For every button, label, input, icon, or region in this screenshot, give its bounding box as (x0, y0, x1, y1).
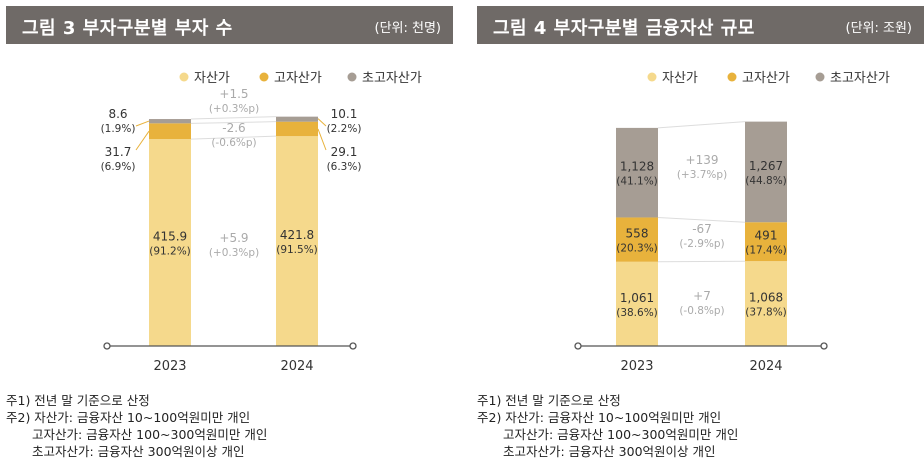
legend-marker-high-asset (727, 72, 737, 82)
bar-segment-ultra-asset-2023 (616, 127, 658, 218)
legend-label-asset: 자산가 (194, 71, 230, 86)
bar-segment-asset-2024 (276, 136, 318, 346)
change-label-ultra: +1.5 (+0.3%p) (209, 87, 259, 115)
bar-segment-ultra-asset-2024 (745, 121, 787, 223)
footnote-1: 주1) 전년 말 기준으로 산정 (6, 393, 150, 408)
unit-label: (단위: 조원) (845, 21, 913, 36)
x-tick-label: 2023 (620, 359, 653, 374)
bar-segment-high-asset-2024 (276, 121, 318, 137)
chart-title: 그림 3 부자구분별 부자 수 (22, 18, 233, 39)
data-label-asset-2024: 421.8 (91.5%) (276, 228, 318, 256)
footnotes: 주1) 전년 말 기준으로 산정 주2) 자산가: 금융자산 10~100억원미… (6, 392, 267, 460)
footnote-3: 고자산가: 금융자산 100~300억원미만 개인 (32, 427, 268, 442)
bar-segment-high-asset-2023 (149, 123, 191, 140)
bar-segment-asset-2023 (616, 261, 658, 346)
leader-line (317, 128, 327, 151)
chart-panel-assets: 그림 4 부자구분별 금융자산 규모 (단위: 조원) 자산가 고자산가 초고자산가… (477, 0, 924, 467)
chart-title-bar: 그림 3 부자구분별 부자 수 (단위: 천명) (6, 6, 453, 44)
legend-marker-asset (647, 72, 657, 82)
bar-segment-ultra-asset-2024 (276, 116, 318, 122)
connector-line (657, 260, 746, 263)
data-label-high-asset-2024: 491 (17.4%) (745, 229, 787, 257)
chart-panel-people: 그림 3 부자구분별 부자 수 (단위: 천명) 자산가 고자산가 초고자산가 202… (6, 0, 453, 467)
axis-end-dot (103, 342, 111, 350)
legend-label-asset: 자산가 (662, 71, 698, 86)
leader-line (135, 120, 150, 127)
axis-end-dot (574, 342, 582, 350)
change-label-high: -2.6 (-0.6%p) (211, 121, 256, 149)
footnote-3: 고자산가: 금융자산 100~300억원미만 개인 (503, 427, 739, 442)
footnotes: 주1) 전년 말 기준으로 산정 주2) 자산가: 금융자산 10~100억원미… (477, 392, 738, 460)
stacked-bar-chart-assets: 자산가 고자산가 초고자산가 2023 1,061 (38.6%) 558 (20.3%) 1,… (574, 71, 890, 374)
change-label-ultra: +139 (+3.7%p) (677, 153, 727, 181)
footnote-4: 초고자산가: 금융자산 300억원이상 개인 (503, 444, 716, 459)
legend-marker-high-asset (259, 72, 269, 82)
connector-line (190, 135, 277, 140)
change-label-asset: +5.9 (+0.3%p) (209, 231, 259, 259)
data-label-ultra-2024: 10.1 (2.2%) (327, 107, 362, 135)
connector-line (657, 216, 746, 223)
bar-segment-high-asset-2024 (745, 222, 787, 262)
footnote-2: 주2) 자산가: 금융자산 10~100억원미만 개인 (477, 410, 722, 425)
change-label-high: -67 (-2.9%p) (679, 222, 724, 250)
connector-line (190, 116, 277, 120)
stacked-bar-chart-people: 자산가 고자산가 초고자산가 2023 415.9 (91.2%) 2024 421.8 (91… (101, 71, 422, 374)
x-tick-label: 2023 (153, 359, 186, 374)
leader-line (317, 118, 327, 127)
chart-title-bar: 그림 4 부자구분별 금융자산 규모 (단위: 조원) (477, 6, 924, 44)
bar-segment-asset-2023 (149, 139, 191, 346)
bar-segment-high-asset-2023 (616, 217, 658, 262)
chart-title: 그림 4 부자구분별 금융자산 규모 (493, 18, 755, 39)
change-label-asset: +7 (-0.8%p) (679, 289, 724, 317)
data-label-ultra-asset-2023: 1,128 (41.1%) (616, 160, 658, 188)
bar-segment-asset-2024 (745, 261, 787, 346)
footnote-1: 주1) 전년 말 기준으로 산정 (477, 393, 621, 408)
legend-label-high-asset: 고자산가 (274, 71, 322, 86)
legend-marker-asset (179, 72, 189, 82)
data-label-ultra-2023: 8.6 (1.9%) (101, 107, 136, 135)
legend-label-ultra-asset: 초고자산가 (362, 71, 422, 86)
connector-line (657, 121, 746, 129)
footnote-2: 주2) 자산가: 금융자산 10~100억원미만 개인 (6, 410, 251, 425)
legend-label-high-asset: 고자산가 (742, 71, 790, 86)
x-tick-label: 2024 (280, 359, 313, 374)
legend-label-ultra-asset: 초고자산가 (830, 71, 890, 86)
x-tick-label: 2024 (749, 359, 782, 374)
leader-line (135, 130, 150, 151)
legend-marker-ultra-asset (815, 72, 825, 82)
data-label-high-asset-2023: 558 (20.3%) (616, 227, 658, 255)
data-label-asset-2023: 1,061 (38.6%) (616, 291, 658, 319)
data-label-ultra-asset-2024: 1,267 (44.8%) (745, 159, 787, 187)
axis-end-dot (349, 342, 357, 350)
data-label-asset-2024: 1,068 (37.8%) (745, 291, 787, 319)
data-label-asset-2023: 415.9 (91.2%) (149, 230, 191, 258)
data-label-high-2023: 31.7 (6.9%) (101, 145, 136, 173)
legend-marker-ultra-asset (347, 72, 357, 82)
footnote-4: 초고자산가: 금융자산 300억원이상 개인 (32, 444, 245, 459)
axis-end-dot (820, 342, 828, 350)
data-label-high-2024: 29.1 (6.3%) (327, 145, 362, 173)
bar-segment-ultra-asset-2023 (149, 119, 191, 124)
connector-line (190, 121, 277, 124)
unit-label: (단위: 천명) (374, 21, 442, 36)
